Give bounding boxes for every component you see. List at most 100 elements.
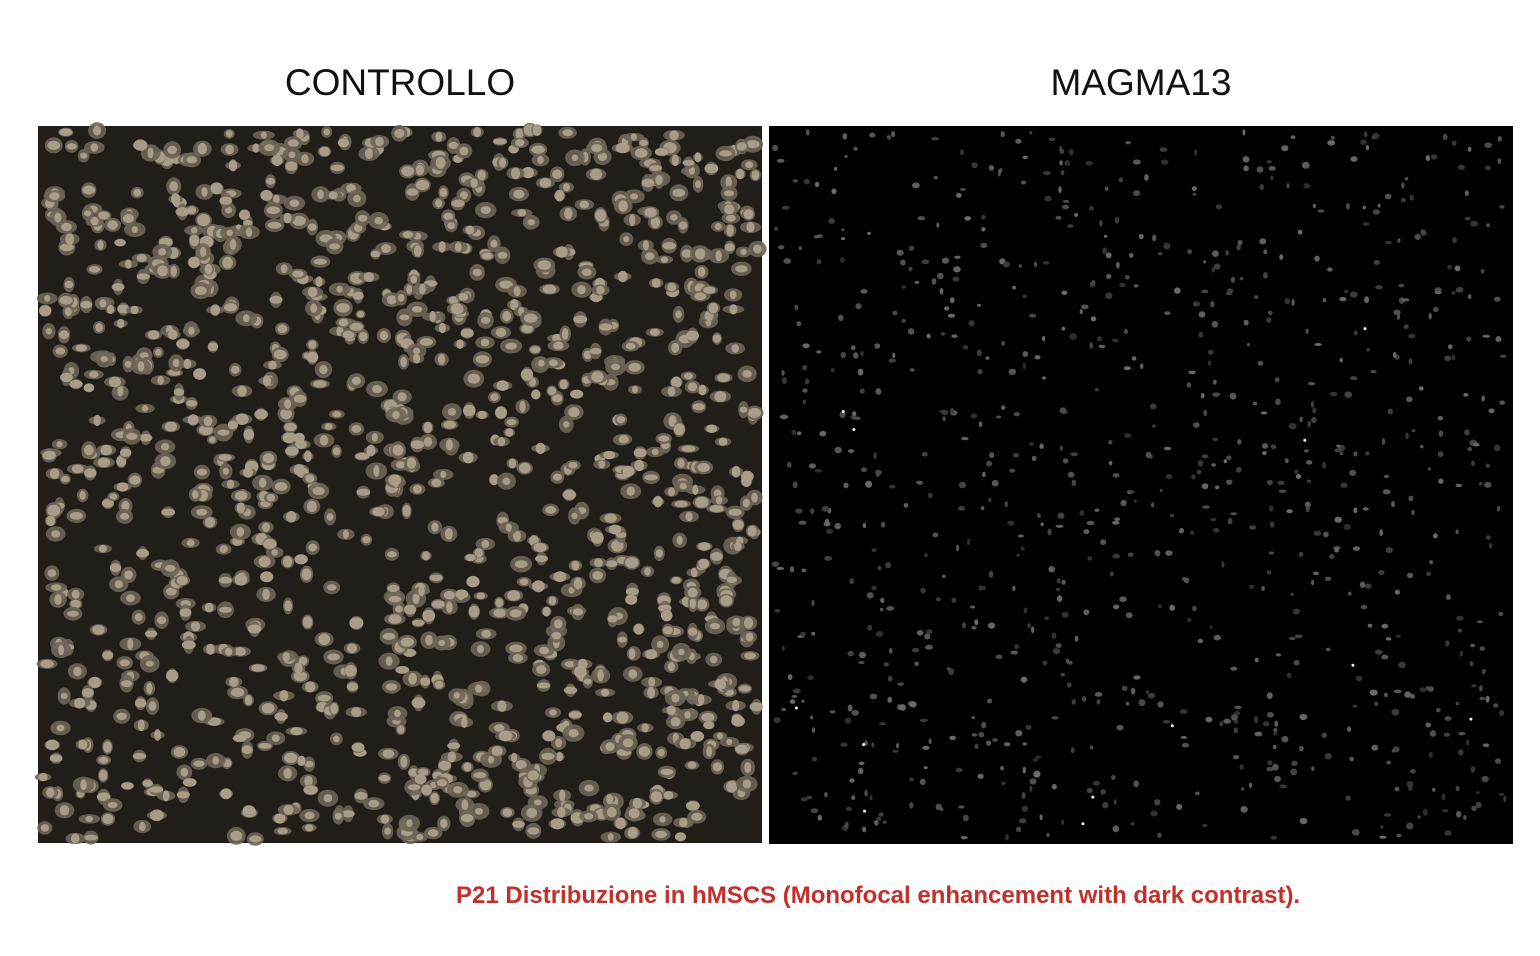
cell [1289,636,1296,641]
cell [1308,382,1316,386]
cell [545,506,557,514]
cell [1266,692,1273,699]
cell [713,334,721,343]
cell [1151,502,1155,508]
cell [991,479,999,487]
cell [698,542,711,551]
cell [888,358,896,363]
cell [242,314,250,323]
cell [210,304,220,316]
cell [157,375,164,385]
cell [1210,517,1217,522]
cell [1047,528,1052,536]
cell [59,243,74,252]
cell [1486,223,1490,228]
cell [978,421,983,428]
cell [218,454,232,461]
cell [135,698,147,708]
cell [618,435,629,444]
cell [150,809,164,822]
cell [956,192,962,198]
cell [1463,815,1467,820]
cell [446,601,453,613]
cell [644,474,658,481]
cell [781,707,786,712]
cell [242,805,256,815]
cell [154,729,161,741]
cell [987,498,992,502]
cell [137,361,145,372]
cell [59,128,73,136]
cell [182,778,197,787]
cell [460,328,474,338]
cell [69,379,83,389]
cell [1165,550,1173,556]
cell [413,245,422,257]
cell [308,340,317,350]
cell [1031,455,1037,461]
cell [371,433,378,442]
cell [1458,732,1466,736]
cell [1100,539,1107,546]
cell [401,166,415,177]
cell [1291,299,1295,306]
cell [1268,166,1276,171]
cell [274,482,288,491]
cell [512,820,525,828]
cell [1476,620,1483,624]
cell [1249,525,1257,530]
cell [1414,233,1421,240]
cell [38,773,48,782]
cell [840,351,846,359]
cell [875,388,882,395]
cell [125,259,132,269]
cell [502,477,511,485]
cell [410,275,417,284]
cell [1455,702,1459,706]
cell [629,214,636,226]
cell [896,742,900,749]
cell [688,627,698,636]
cell [970,413,978,419]
cell [731,344,739,353]
cell [497,700,507,712]
cell [165,587,177,596]
cell [287,139,299,147]
cell [186,400,198,407]
cell [467,373,480,384]
cell [1062,458,1069,464]
cell [1378,569,1385,576]
cell [1443,732,1451,737]
cell [160,456,171,467]
cell [1225,291,1233,296]
cell [106,304,115,314]
cell [306,351,319,363]
cell [438,241,446,253]
cell [515,760,527,770]
cell [739,406,748,413]
cell [740,248,747,255]
cell [1351,663,1355,667]
cell [1191,474,1196,480]
cell [1067,224,1074,228]
cell [1187,618,1192,622]
cell [490,239,498,248]
cell [1323,531,1329,538]
cell [1405,432,1409,440]
cell [453,786,463,794]
cell [1499,205,1505,209]
cell [1106,273,1112,279]
cell [1365,144,1370,151]
cell [1470,766,1476,773]
cell [1099,220,1103,227]
cell [1203,260,1207,264]
cell [954,255,961,259]
cell [1103,234,1108,238]
cell [329,243,341,250]
cell [875,630,884,637]
cell [698,694,705,706]
cell [917,216,926,221]
cell [1242,156,1250,163]
cell [1029,785,1033,792]
cell [497,251,508,259]
